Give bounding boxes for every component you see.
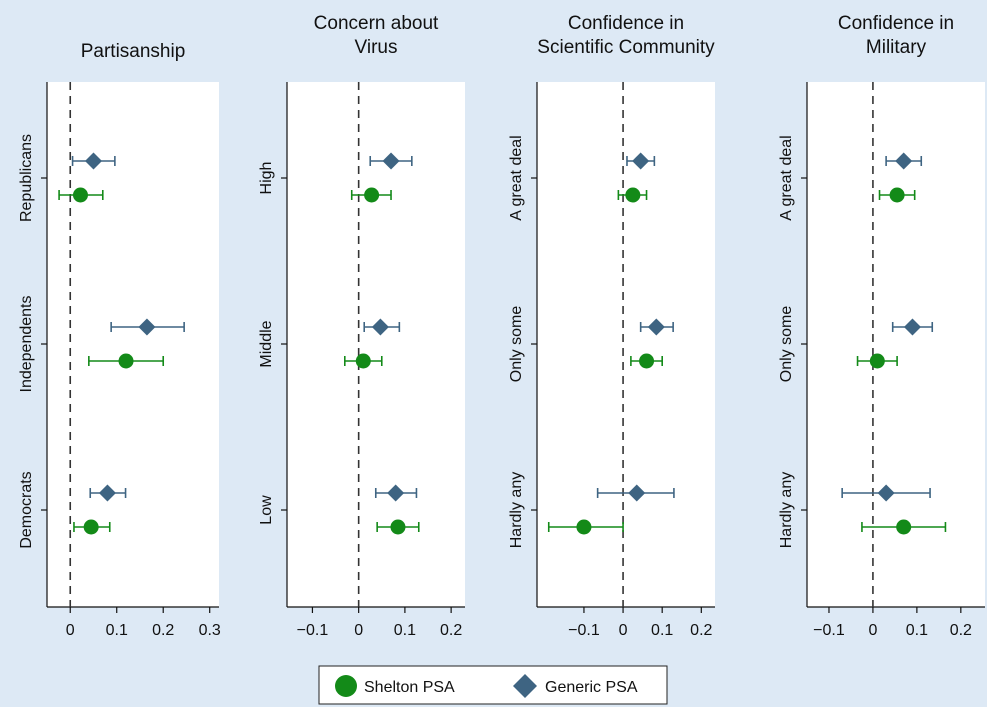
plot-area bbox=[287, 82, 465, 607]
generic-point bbox=[84, 152, 102, 170]
shelton-point bbox=[896, 519, 912, 535]
panel-title: Military bbox=[866, 37, 927, 58]
generic-point bbox=[387, 484, 405, 502]
shelton-point bbox=[364, 187, 380, 203]
x-tick-label: 0 bbox=[66, 622, 75, 639]
x-tick-label: −0.1 bbox=[813, 622, 845, 639]
legend: Shelton PSA Generic PSA bbox=[318, 665, 668, 705]
shelton-point bbox=[889, 187, 905, 203]
x-tick-label: −0.1 bbox=[297, 622, 329, 639]
plot-area bbox=[47, 82, 219, 607]
x-tick-label: 0.2 bbox=[690, 622, 712, 639]
x-tick-label: 0.1 bbox=[106, 622, 128, 639]
x-tick-label: 0.1 bbox=[394, 622, 416, 639]
category-label: A great deal bbox=[778, 135, 795, 220]
x-tick-label: −0.1 bbox=[568, 622, 600, 639]
x-tick-label: 0 bbox=[619, 622, 628, 639]
x-tick-label: 0.2 bbox=[152, 622, 174, 639]
shelton-point bbox=[118, 353, 134, 369]
generic-point bbox=[647, 318, 665, 336]
panel-title: Partisanship bbox=[81, 41, 186, 62]
category-label: Hardly any bbox=[778, 472, 795, 548]
panel-1: Partisanship 0 0.1 0.2 0.3 Republicans Indepen… bbox=[18, 41, 221, 639]
category-label: A great deal bbox=[508, 135, 525, 220]
x-tick-label: 0.2 bbox=[440, 622, 462, 639]
category-label: Democrats bbox=[18, 471, 35, 548]
generic-point bbox=[628, 484, 646, 502]
panel-title: Concern about bbox=[314, 13, 439, 34]
shelton-point bbox=[625, 187, 641, 203]
category-label: Republicans bbox=[18, 134, 35, 222]
generic-point bbox=[895, 152, 913, 170]
x-tick-label: 0.2 bbox=[950, 622, 972, 639]
legend-label: Generic PSA bbox=[545, 679, 638, 696]
x-tick-label: 0 bbox=[354, 622, 363, 639]
shelton-point bbox=[639, 353, 655, 369]
category-label: Only some bbox=[508, 306, 525, 383]
panel-title: Scientific Community bbox=[537, 37, 715, 58]
shelton-point bbox=[576, 519, 592, 535]
shelton-point bbox=[355, 353, 371, 369]
legend-diamond-marker bbox=[513, 674, 537, 698]
shelton-point bbox=[869, 353, 885, 369]
panel-title: Confidence in bbox=[568, 13, 684, 34]
legend-label: Shelton PSA bbox=[364, 679, 455, 696]
category-label: High bbox=[258, 162, 275, 195]
generic-point bbox=[371, 318, 389, 336]
panel-title: Virus bbox=[355, 37, 398, 58]
plot-area bbox=[537, 82, 715, 607]
generic-point bbox=[98, 484, 116, 502]
x-tick-label: 0.3 bbox=[199, 622, 221, 639]
x-tick-label: 0.1 bbox=[906, 622, 928, 639]
shelton-point bbox=[83, 519, 99, 535]
category-label: Low bbox=[258, 495, 275, 525]
legend-circle-marker bbox=[335, 675, 357, 697]
x-tick-label: 0 bbox=[868, 622, 877, 639]
category-label: Hardly any bbox=[508, 472, 525, 548]
generic-point bbox=[903, 318, 921, 336]
generic-point bbox=[382, 152, 400, 170]
shelton-point bbox=[390, 519, 406, 535]
panel-2: Concern about Virus −0.1 0 0.1 0.2 High Middle L… bbox=[258, 13, 465, 639]
generic-point bbox=[632, 152, 650, 170]
category-label: Only some bbox=[778, 306, 795, 383]
x-tick-label: 0.1 bbox=[651, 622, 673, 639]
legend-box bbox=[318, 665, 668, 705]
panel-4: Confidence in Military −0.1 0 0.1 0.2 A great … bbox=[778, 13, 985, 639]
category-label: Middle bbox=[258, 320, 275, 367]
plot-area bbox=[807, 82, 985, 607]
shelton-point bbox=[72, 187, 88, 203]
panel-title: Confidence in bbox=[838, 13, 954, 34]
category-label: Independents bbox=[18, 296, 35, 393]
generic-point bbox=[877, 484, 895, 502]
panel-3: Confidence in Scientific Community −0.1 0 0.… bbox=[508, 13, 715, 639]
generic-point bbox=[138, 318, 156, 336]
